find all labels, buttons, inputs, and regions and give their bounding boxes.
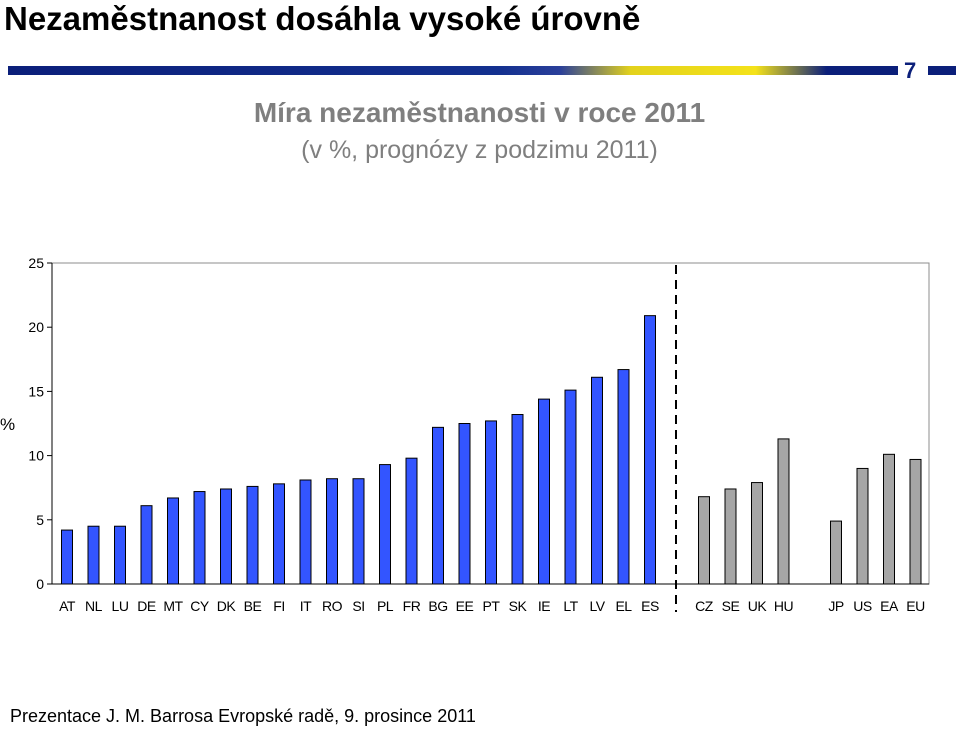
bar-ie xyxy=(538,398,550,585)
bar-cy xyxy=(193,491,206,585)
category-label: HU xyxy=(774,598,794,614)
bar-sk xyxy=(511,414,524,585)
category-label: DK xyxy=(217,598,237,614)
category-label: LV xyxy=(589,598,605,614)
category-label: MT xyxy=(163,598,183,614)
bar-jp xyxy=(830,520,842,585)
bar-nl xyxy=(87,525,100,585)
bar-de xyxy=(140,505,153,585)
slide-number: 7 xyxy=(904,58,917,83)
unemployment-bar-chart: 0 5 10 15 20 25 AT NL LU DE MT CY DK BE FI IT RO SI PL FR B… xyxy=(0,255,930,614)
bar-es xyxy=(644,315,656,585)
chart-title: Míra nezaměstnanosti v roce 2011 xyxy=(253,97,706,128)
bar-ee xyxy=(458,423,471,585)
category-label: US xyxy=(853,598,872,614)
bar-cz xyxy=(698,496,710,585)
category-label: EA xyxy=(880,598,899,614)
bar-eu xyxy=(909,458,922,585)
y-tick-label: 0 xyxy=(36,576,44,592)
bar-at xyxy=(61,529,73,585)
category-label: IT xyxy=(300,598,312,614)
bar-lu xyxy=(114,525,126,585)
bar-it xyxy=(299,479,312,585)
y-axis-label: % xyxy=(0,415,15,434)
slide-title: Nezaměstnanost dosáhla vysoké úrovně xyxy=(4,0,641,37)
bar-el xyxy=(617,369,630,585)
category-label: EU xyxy=(906,598,925,614)
bar-fi xyxy=(273,483,285,585)
category-label: FI xyxy=(273,598,284,614)
category-label: UK xyxy=(748,598,768,614)
category-label: EL xyxy=(615,598,632,614)
y-tick-label: 20 xyxy=(28,319,44,335)
bar-be xyxy=(246,485,259,585)
bar-pt xyxy=(485,420,497,585)
bar-pl xyxy=(379,464,391,585)
bar-mt xyxy=(167,497,179,585)
category-label: SK xyxy=(509,598,528,614)
category-label: NL xyxy=(85,598,103,614)
bar-lt xyxy=(564,389,577,585)
category-label: CZ xyxy=(695,598,714,614)
category-label: CY xyxy=(190,598,210,614)
y-tick-label: 25 xyxy=(28,255,44,271)
category-label: LT xyxy=(563,598,578,614)
bar-uk xyxy=(751,482,763,585)
category-label: IE xyxy=(538,598,550,614)
bar-hu xyxy=(777,438,790,585)
header-banner xyxy=(8,66,898,75)
category-label: SE xyxy=(722,598,740,614)
footer-note: Prezentace J. M. Barrosa Evropské radě, … xyxy=(10,706,476,726)
bar-bg xyxy=(432,426,444,585)
category-label: RO xyxy=(322,598,343,614)
category-label: SI xyxy=(352,598,364,614)
bar-ro xyxy=(326,478,338,585)
y-tick-label: 10 xyxy=(28,448,44,464)
bar-se xyxy=(724,488,737,585)
bar-ea xyxy=(883,453,895,585)
category-label: AT xyxy=(59,598,76,614)
bar-si xyxy=(352,478,365,585)
category-label: PT xyxy=(483,598,501,614)
bar-dk xyxy=(220,488,232,585)
bar-us xyxy=(856,467,869,585)
category-label: ES xyxy=(641,598,659,614)
chart-subtitle: (v %, prognózy z podzimu 2011) xyxy=(301,136,658,164)
y-tick-label: 5 xyxy=(36,512,44,528)
category-label: BE xyxy=(244,598,262,614)
y-tick-label: 15 xyxy=(28,383,44,399)
category-label: JP xyxy=(828,598,844,614)
category-label: PL xyxy=(377,598,394,614)
category-label: EE xyxy=(456,598,474,614)
category-label: LU xyxy=(112,598,129,614)
bar-lv xyxy=(591,376,603,585)
header-banner-end xyxy=(928,66,956,75)
category-label: BG xyxy=(428,598,447,614)
bar-fr xyxy=(405,457,418,585)
category-label: DE xyxy=(137,598,156,614)
category-label: FR xyxy=(403,598,421,614)
